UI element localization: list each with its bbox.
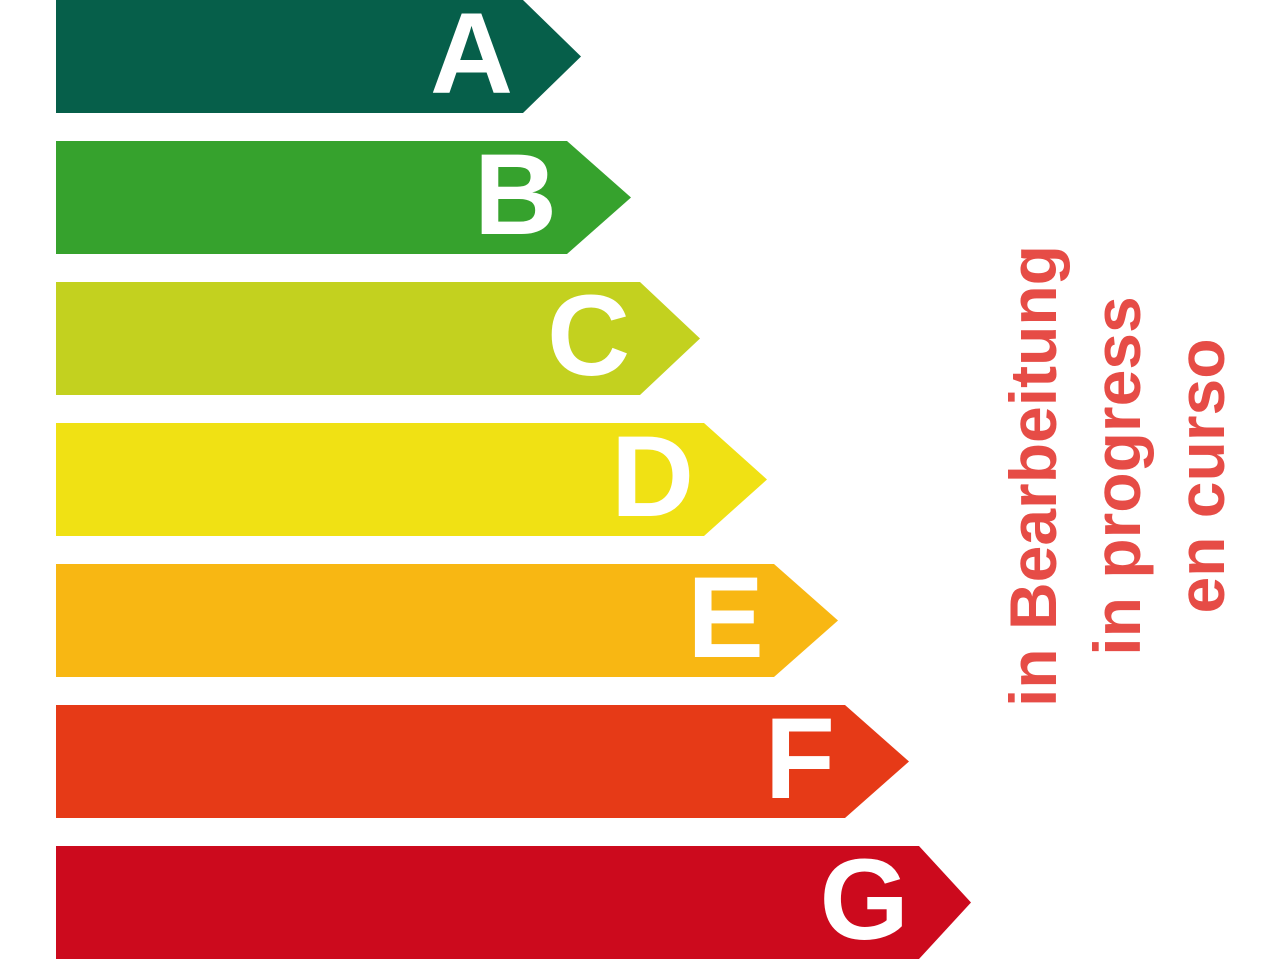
rating-arrow-f: F xyxy=(56,705,909,818)
rating-arrow-e: E xyxy=(56,564,838,677)
rating-arrow-d: D xyxy=(56,423,767,536)
rating-arrow-c: C xyxy=(56,282,700,395)
rating-arrow-b: B xyxy=(56,141,631,254)
status-line-en: in progress xyxy=(1080,296,1154,656)
rating-letter-g: G xyxy=(819,836,909,960)
status-annotation: in Bearbeitung in progress en curso xyxy=(991,176,1243,776)
rating-arrow-g: G xyxy=(56,846,971,959)
rating-arrow-a: A xyxy=(56,0,581,113)
rating-letter-c: C xyxy=(546,272,630,400)
status-line-es: en curso xyxy=(1164,338,1238,614)
rating-letter-f: F xyxy=(764,695,835,823)
status-line-de: in Bearbeitung xyxy=(996,244,1070,708)
rating-letter-b: B xyxy=(473,131,557,259)
rating-letter-e: E xyxy=(687,554,764,682)
rating-letter-a: A xyxy=(429,0,513,118)
rating-letter-d: D xyxy=(610,413,694,541)
